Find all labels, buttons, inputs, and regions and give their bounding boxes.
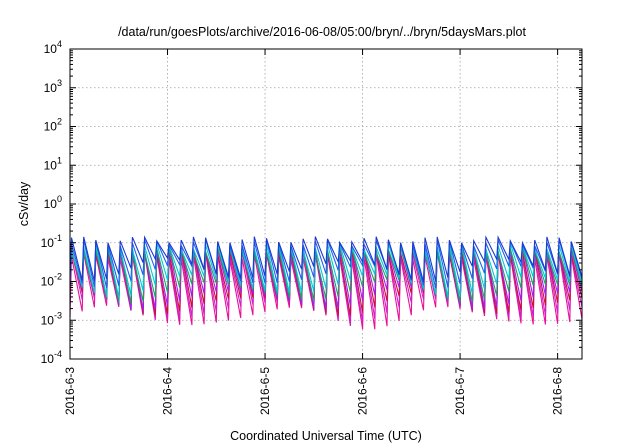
- y-tick-label: 10-3: [41, 310, 62, 327]
- x-tick-label: 2016-6-6: [356, 367, 370, 415]
- series-line: [69, 235, 583, 283]
- series-line: [69, 239, 583, 289]
- series-line: [69, 248, 583, 316]
- x-tick-label: 2016-6-7: [453, 367, 467, 415]
- series-lines: [69, 235, 583, 330]
- y-tick-label: 104: [44, 39, 62, 56]
- x-tick-label: 2016-6-8: [551, 367, 565, 415]
- series-line: [69, 249, 583, 323]
- y-tick-label: 100: [44, 194, 62, 211]
- x-axis-label: Coordinated Universal Time (UTC): [230, 429, 422, 443]
- x-tick-label: 2016-6-4: [161, 367, 175, 415]
- y-tick-label: 10-2: [41, 272, 62, 289]
- y-axis-label: cSv/day: [17, 181, 31, 226]
- series-line: [69, 246, 583, 304]
- y-axis-ticks: 10-4 10-3 10-2 10-1 100 101 102 103 104: [41, 39, 582, 366]
- x-tick-label: 2016-6-3: [63, 367, 77, 415]
- y-tick-label: 103: [44, 78, 62, 95]
- y-tick-label: 102: [44, 117, 62, 134]
- y-tick-label: 10-1: [41, 233, 62, 250]
- x-tick-label: 2016-6-5: [258, 367, 272, 415]
- y-tick-label: 101: [44, 155, 62, 172]
- series-line: [69, 253, 583, 330]
- series-line: [69, 245, 583, 311]
- y-tick-label: 10-4: [41, 349, 62, 366]
- series-line: [69, 243, 583, 298]
- x-axis-ticks: 2016-6-3 2016-6-4 2016-6-5 2016-6-6 2016-6-7…: [63, 49, 565, 415]
- chart-title: /data/run/goesPlots/archive/2016-06-08/0…: [118, 25, 526, 39]
